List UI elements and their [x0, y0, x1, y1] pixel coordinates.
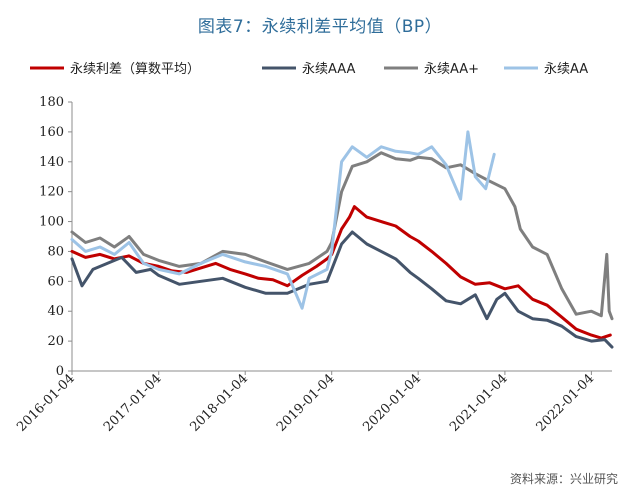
x-tick-label: 2020-01-04	[360, 371, 424, 435]
y-tick-label: 140	[39, 155, 64, 170]
y-tick-label: 80	[47, 244, 64, 259]
x-tick-label: 2021-01-04	[447, 371, 511, 435]
y-tick-label: 160	[39, 125, 64, 140]
y-tick-label: 40	[47, 304, 64, 319]
series-line-4	[70, 130, 496, 310]
legend: 永续利差（算数平均） 永续AAA 永续AA+ 永续AA	[30, 62, 588, 77]
y-tick-label: 60	[47, 274, 64, 289]
source-note: 资料来源：兴业研究	[509, 472, 618, 486]
series-line-3	[70, 151, 614, 321]
chart-title: 图表7：永续利差平均值（BP）	[197, 17, 443, 37]
x-tick-label: 2019-01-04	[274, 371, 338, 435]
series-line-1	[70, 205, 612, 340]
y-tick-label: 100	[39, 215, 64, 230]
y-tick-label: 0	[56, 364, 64, 379]
series-lines	[70, 130, 614, 349]
x-tick-label: 2016-01-04	[14, 371, 78, 435]
x-tick-label: 2022-01-04	[534, 371, 598, 435]
legend-label-2: 永续AAA	[302, 62, 356, 77]
series-line-2	[70, 230, 614, 349]
x-tick-label: 2017-01-04	[101, 371, 165, 435]
y-tick-label: 120	[39, 185, 64, 200]
y-tick-label: 180	[39, 95, 64, 110]
legend-label-3: 永续AA+	[424, 62, 479, 77]
legend-label-4: 永续AA	[544, 62, 588, 77]
legend-label-1: 永续利差（算数平均）	[70, 62, 200, 77]
y-tick-label: 20	[47, 334, 64, 349]
x-tick-label: 2018-01-04	[187, 371, 251, 435]
